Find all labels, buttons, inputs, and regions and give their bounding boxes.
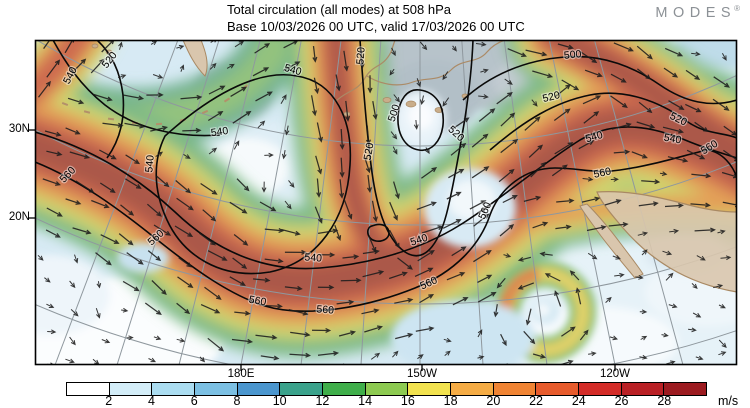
- contour-label: 560: [316, 303, 334, 316]
- colorbar-segment: [451, 383, 494, 395]
- colorbar-tick: 22: [529, 394, 544, 408]
- lat-tick-label: 20N: [8, 211, 30, 223]
- colorbar-tick: 28: [657, 394, 672, 408]
- contour-label: 540: [143, 154, 156, 173]
- colorbar-segment: [621, 383, 665, 395]
- chart-title: Total circulation (all modes) at 508 hPa: [227, 2, 452, 17]
- colorbar-tick: 16: [400, 394, 415, 408]
- colorbar-tick: 10: [272, 394, 287, 408]
- contour-label: 520: [541, 89, 561, 105]
- wind-speed-colorbar: [66, 382, 707, 396]
- colorbar-segment: [536, 383, 580, 395]
- colorbar-tick: 12: [315, 394, 330, 408]
- colorbar-tick: 6: [190, 394, 198, 408]
- colorbar-segment: [109, 383, 153, 395]
- colorbar-segment: [493, 383, 537, 395]
- lon-tick-label: 180E: [227, 368, 255, 380]
- colorbar-segment: [67, 383, 110, 395]
- map-frame: [34, 39, 738, 366]
- colorbar-segment: [195, 383, 238, 395]
- lat-tick-label: 30N: [8, 123, 30, 135]
- contour-label: 520: [354, 46, 367, 64]
- contour-label: 560: [248, 294, 267, 309]
- contour-label: 520: [362, 142, 377, 161]
- lon-tick-label: 120W: [599, 368, 631, 380]
- colorbar-tick: 24: [571, 394, 586, 408]
- colorbar-tick: 8: [233, 394, 241, 408]
- axis-ticks: [28, 129, 616, 371]
- colorbar-segment: [664, 383, 707, 395]
- colorbar-segment: [152, 383, 196, 395]
- colorbar-segment: [365, 383, 409, 395]
- contour-label: 540: [210, 125, 229, 139]
- colorbar-unit-label: m/s: [718, 394, 739, 408]
- contour-label: 500: [563, 48, 582, 62]
- chart-title-block: Total circulation (all modes) at 508 hPa…: [227, 1, 525, 35]
- colorbar-segment: [323, 383, 366, 395]
- colorbar-tick: 2: [105, 394, 113, 408]
- colorbar-segment: [408, 383, 452, 395]
- colorbar-tick: 20: [486, 394, 501, 408]
- colorbar-tick: 18: [443, 394, 458, 408]
- map-area: 5205405405405605405205205005205005205205…: [28, 39, 738, 371]
- colorbar-segment: [280, 383, 324, 395]
- contour-label: 540: [304, 251, 322, 264]
- colorbar-tick: 26: [614, 394, 629, 408]
- registered-mark: ®: [734, 4, 740, 13]
- lon-tick-label: 150W: [406, 368, 438, 380]
- colorbar-segment: [237, 383, 281, 395]
- contour-label: 560: [593, 165, 613, 180]
- colorbar-tick: 4: [147, 394, 155, 408]
- colorbar-tick: 14: [358, 394, 373, 408]
- chart-subtitle: Base 10/03/2026 00 UTC, valid 17/03/2026…: [227, 19, 525, 34]
- colorbar-segment: [579, 383, 622, 395]
- contour-label: 540: [663, 132, 682, 147]
- modes-logo: MODES®: [655, 4, 740, 21]
